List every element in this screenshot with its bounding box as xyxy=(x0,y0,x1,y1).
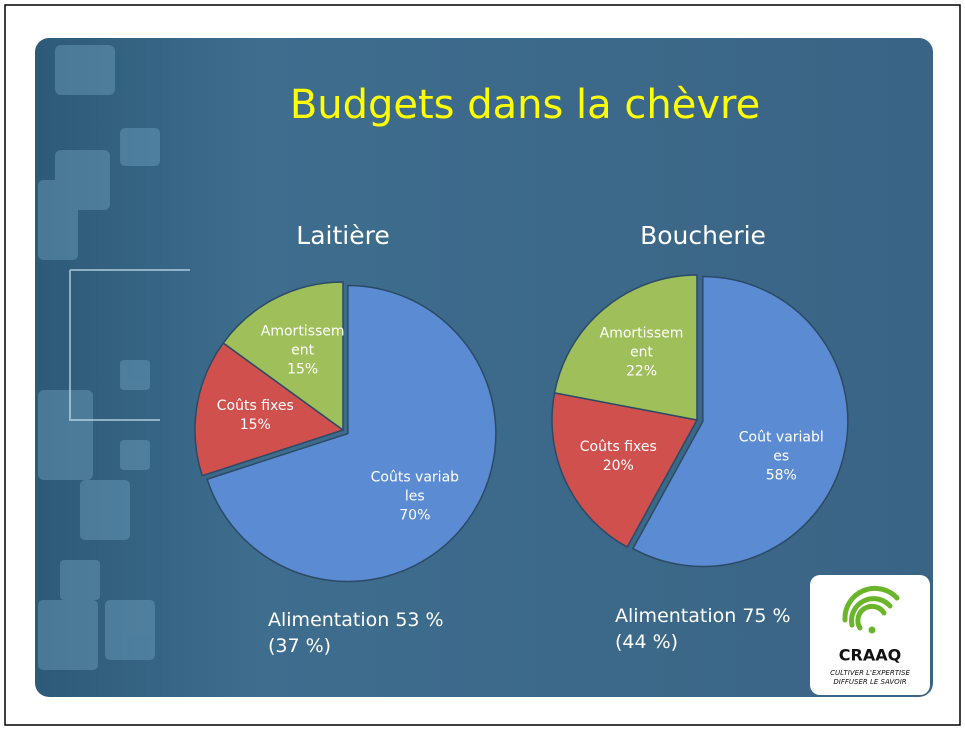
pie-title: Boucherie xyxy=(640,221,766,250)
decor-squares xyxy=(38,45,160,670)
footnote-line: (37 %) xyxy=(268,635,332,657)
pie-slice xyxy=(194,341,345,477)
pie-title: Laitière xyxy=(296,221,389,250)
slice-value: 22% xyxy=(625,363,658,380)
slice-value: 58% xyxy=(765,467,797,484)
footnote: Alimentation 53 % (37 %) xyxy=(268,607,444,659)
logo-tagline: DIFFUSER LE SAVOIR xyxy=(833,678,906,686)
slice-category: Coûts fixes xyxy=(216,398,294,415)
logo-box xyxy=(810,575,930,695)
slice-value: 15% xyxy=(287,361,319,378)
pie-slice xyxy=(206,284,497,583)
footnote-line: Alimentation 75 % xyxy=(615,605,791,627)
slice-label: Coûts variables 70% xyxy=(369,469,461,526)
slice-category: Coûts variables xyxy=(370,469,460,505)
slide-title: Budgets dans la chèvre xyxy=(290,82,760,128)
pie-slice xyxy=(551,391,699,549)
slice-label: Amortissement 15% xyxy=(257,322,349,379)
logo-icon xyxy=(842,585,900,631)
slice-category: Coûts fixes xyxy=(579,439,657,456)
pie-slice xyxy=(553,274,698,421)
slice-category: Amortissement xyxy=(599,325,684,361)
slice-value: 15% xyxy=(239,417,271,434)
footnote-line: (44 %) xyxy=(615,631,679,653)
decor-line xyxy=(69,269,190,421)
pie-slice xyxy=(222,281,344,432)
pie-slice xyxy=(631,275,849,568)
logo-name: CRAAQ xyxy=(839,646,901,665)
slice-label: Coûts fixes 15% xyxy=(209,397,301,435)
slice-label: Coût variables 58% xyxy=(735,428,827,485)
slice-label: Amortissement 22% xyxy=(596,324,688,381)
slice-label: Coûts fixes 20% xyxy=(572,438,664,476)
footnote-line: Alimentation 53 % xyxy=(268,609,444,631)
slice-category: Coût variables xyxy=(738,429,824,465)
footnote: Alimentation 75 % (44 %) xyxy=(615,603,791,655)
slice-value: 70% xyxy=(399,507,431,524)
logo-dot xyxy=(868,626,876,634)
slice-value: 20% xyxy=(602,458,634,475)
slice-category: Amortissement xyxy=(260,323,345,359)
logo-tagline: CULTIVER L'EXPERTISE xyxy=(830,669,910,677)
